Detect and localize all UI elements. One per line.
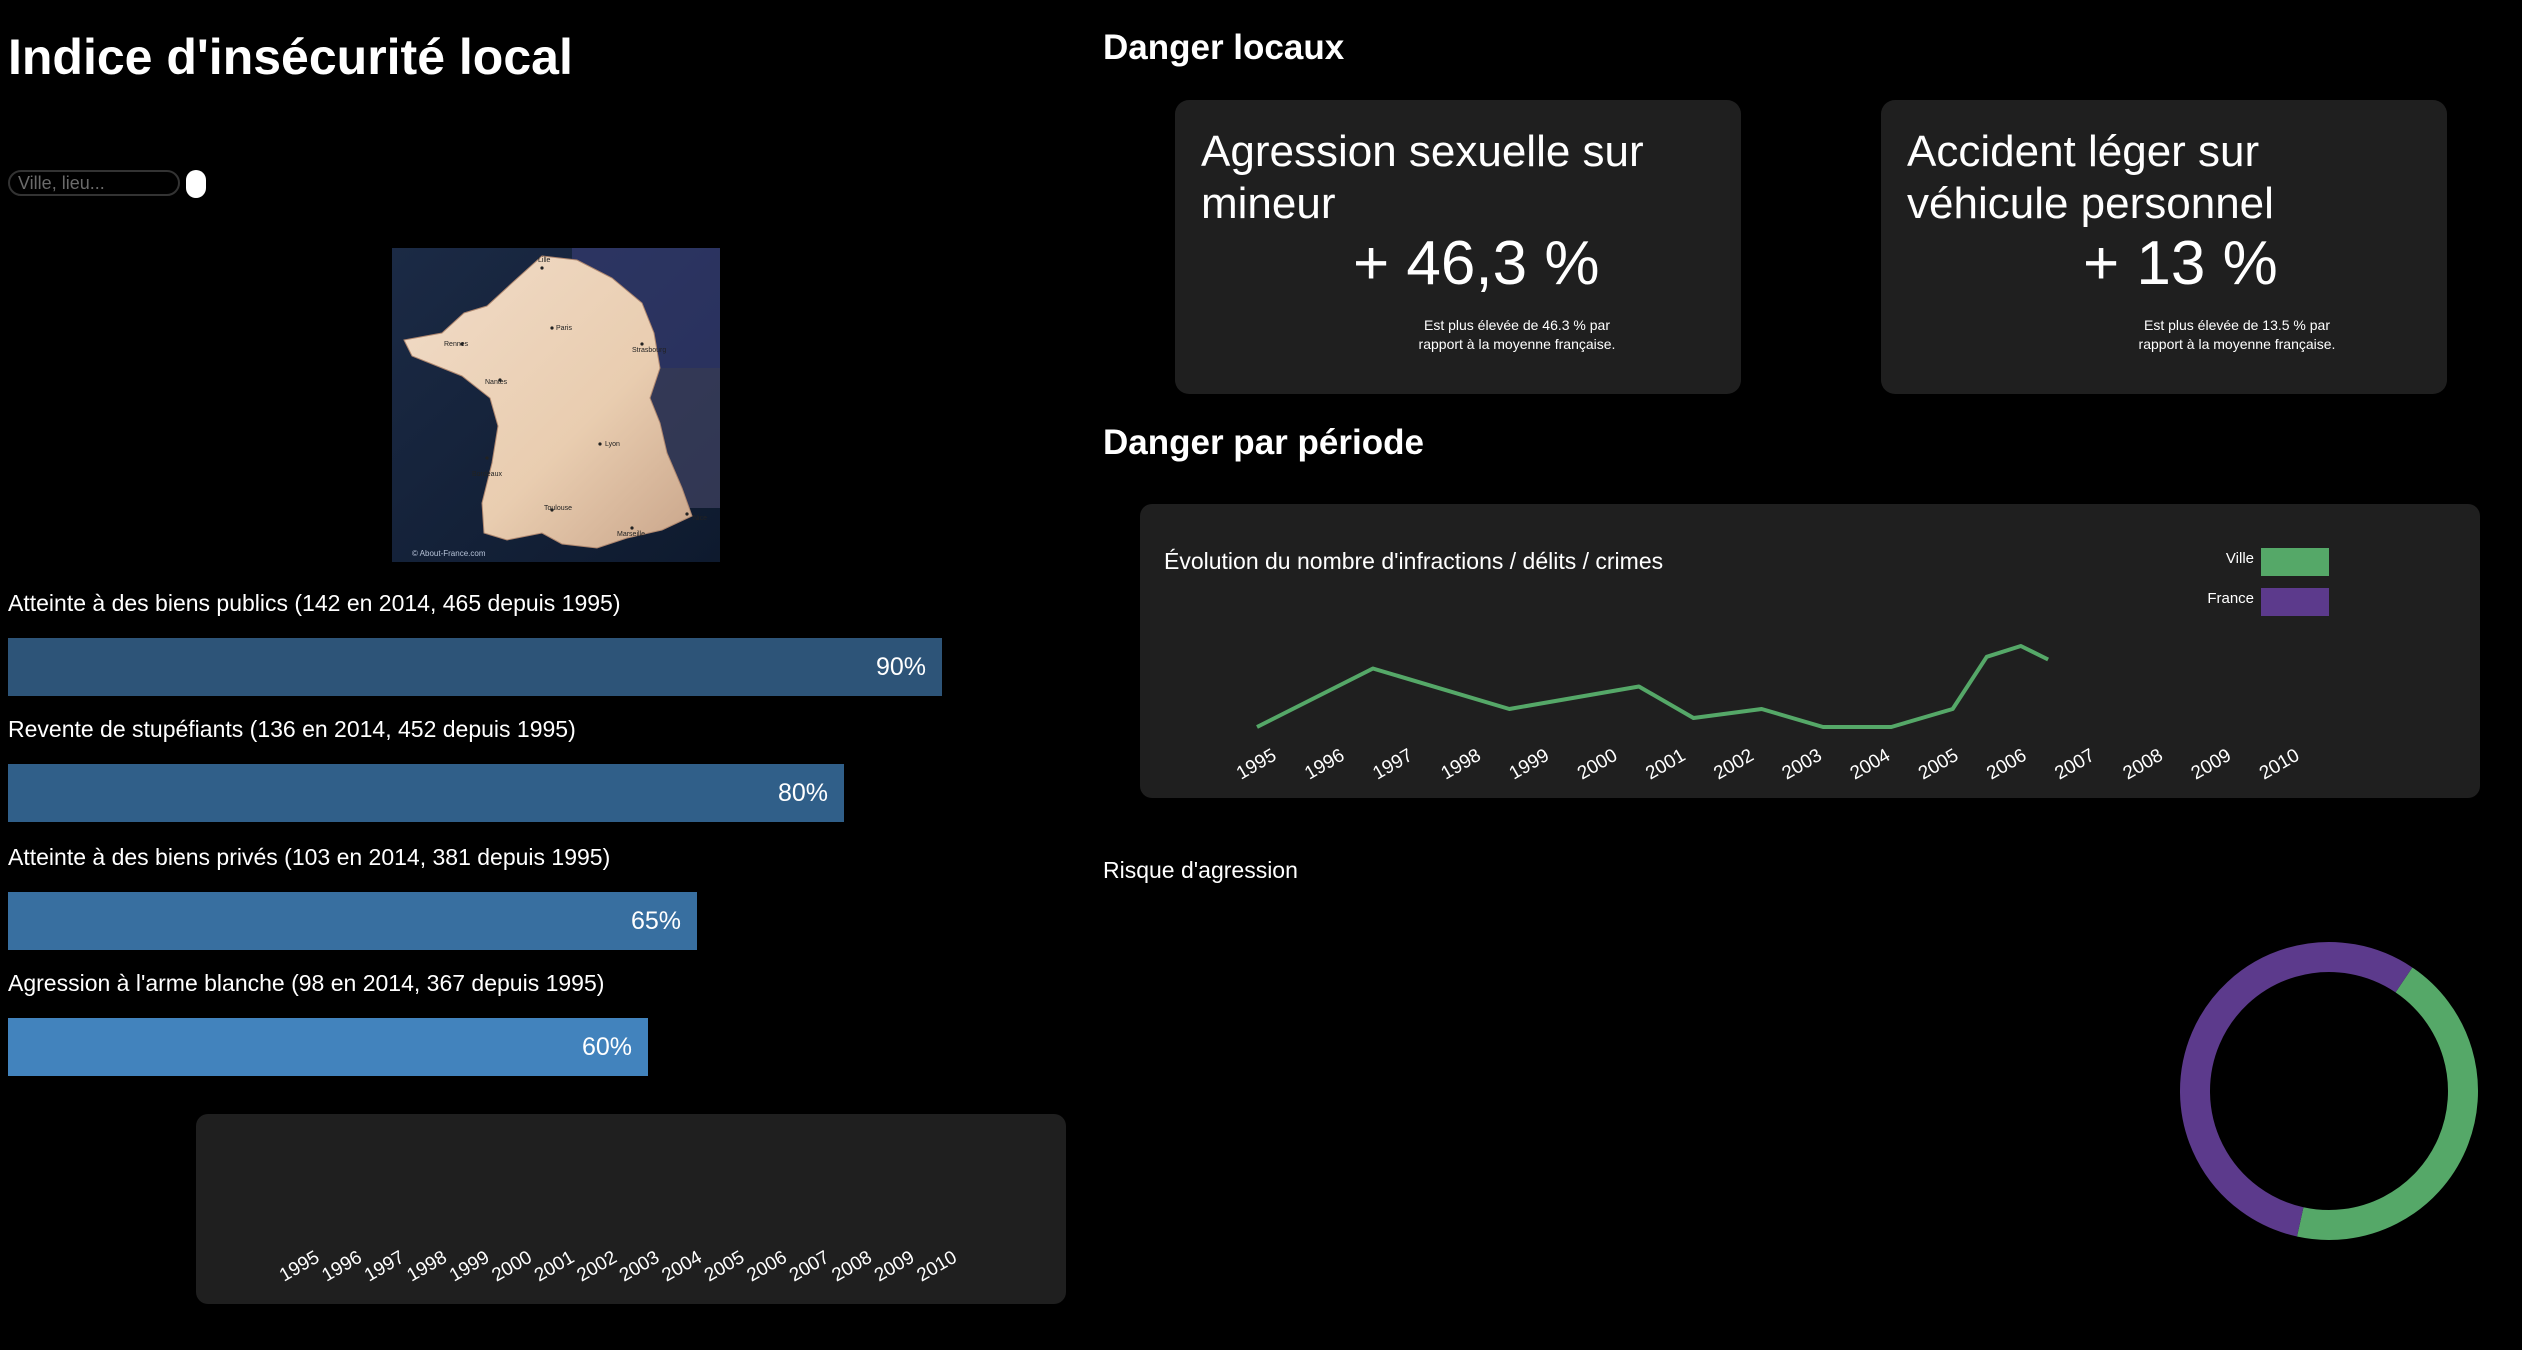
bottom-axis-year-label: 2004 — [659, 1247, 706, 1287]
bottom-axis-year-label: 2003 — [616, 1247, 663, 1286]
bottom-axis-year-label: 2008 — [829, 1247, 876, 1286]
svg-text:Paris: Paris — [556, 325, 572, 332]
legend-swatch-france — [2261, 588, 2329, 616]
line-chart-x-tick-label: 2009 — [2188, 745, 2235, 784]
line-chart-x-tick-label: 1999 — [1506, 745, 1553, 784]
line-chart-x-tick-label: 1995 — [1233, 745, 1280, 784]
line-chart-x-tick-label: 2007 — [2051, 745, 2098, 784]
bottom-axis-year-label: 1999 — [446, 1247, 493, 1286]
line-chart-x-tick-label: 2003 — [1779, 745, 1826, 784]
svg-text:Toulouse: Toulouse — [544, 505, 572, 512]
kpi-card-note: Est plus élevée de 13.5 % par rapport à … — [2138, 317, 2336, 352]
line-chart-x-tick-label: 2002 — [1710, 745, 1757, 784]
line-chart-x-tick-label: 2000 — [1574, 745, 1621, 784]
bottom-timeline-axis: 1995199619971998199920002001200220032004… — [276, 1247, 961, 1287]
line-chart-panel — [1140, 504, 2480, 798]
kpi-card-heading: Agression sexuelle sur mineur — [1201, 127, 1644, 228]
line-chart-title: Évolution du nombre d'infractions / déli… — [1164, 548, 1664, 574]
local-danger-title: Danger locaux — [1103, 28, 1345, 67]
crime-bar-label: Agression à l'arme blanche (98 en 2014, … — [8, 970, 605, 996]
kpi-card-vehicle-accident: Accident léger sur véhicule personnel + … — [1881, 100, 2447, 394]
search-button[interactable] — [186, 170, 206, 198]
line-chart-x-tick-label: 2004 — [1847, 745, 1894, 785]
bottom-axis-year-label: 2006 — [744, 1247, 791, 1286]
donut-slice-ville — [2297, 967, 2478, 1240]
svg-text:Bordeaux: Bordeaux — [472, 471, 502, 478]
legend-label-ville: Ville — [2225, 550, 2254, 567]
svg-text:Lyon: Lyon — [605, 441, 620, 448]
svg-text:Strasbourg: Strasbourg — [632, 347, 666, 354]
crime-bar-label: Atteinte à des biens publics (142 en 201… — [8, 590, 621, 616]
bottom-axis-year-label: 2005 — [701, 1247, 748, 1286]
france-shape — [403, 255, 693, 549]
crime-bar: 80% — [8, 764, 844, 822]
line-chart-x-tick-label: 2010 — [2256, 745, 2303, 784]
bottom-axis-year-label: 2002 — [574, 1247, 621, 1286]
risk-title: Risque d'agression — [1103, 857, 1298, 883]
bottom-axis-year-label: 2009 — [871, 1247, 918, 1286]
crime-bar: 90% — [8, 638, 942, 696]
kpi-card-note: Est plus élevée de 46.3 % par rapport à … — [1418, 317, 1616, 352]
bottom-axis-year-label: 2010 — [914, 1247, 961, 1286]
risk-donut-chart — [2180, 942, 2478, 1240]
crime-bar-percent: 80% — [777, 778, 828, 807]
bottom-axis-year-label: 1998 — [404, 1247, 451, 1286]
crime-bar: 60% — [8, 1018, 648, 1076]
crime-bar: 65% — [8, 892, 697, 950]
line-chart-x-tick-label: 2006 — [1983, 745, 2030, 784]
legend-swatch-ville — [2261, 548, 2329, 576]
line-chart-x-tick-label: 1998 — [1438, 745, 1485, 784]
line-chart-x-tick-label: 2001 — [1642, 745, 1689, 784]
line-chart: 1995 1996 1997 1998 1999 2000 2001 2002 2003 2004… — [1233, 644, 2303, 785]
crime-bar-percent: 65% — [630, 906, 681, 935]
svg-text:Nantes: Nantes — [485, 379, 508, 386]
page-title: Indice d'insécurité local — [8, 29, 573, 85]
line-chart-x-tick-label: 1997 — [1369, 745, 1416, 784]
map-watermark: © About-France.com — [412, 549, 486, 558]
bottom-axis-year-label: 1997 — [361, 1247, 408, 1286]
period-danger-title: Danger par période — [1103, 423, 1424, 462]
bottom-axis-year-label: 1996 — [319, 1247, 366, 1286]
crime-bar-percent: 60% — [581, 1032, 632, 1061]
france-map-image: Paris Strasbourg Rennes Bordeaux Lyon To… — [392, 248, 720, 562]
svg-text:Lille: Lille — [538, 257, 551, 264]
line-chart-x-tick-label: 2005 — [1915, 745, 1962, 784]
bottom-axis-year-label: 2000 — [489, 1247, 536, 1286]
line-series-ville — [1256, 644, 2050, 729]
bottom-axis-year-label: 2001 — [531, 1247, 578, 1286]
line-chart-x-tick-label: 2008 — [2120, 745, 2167, 784]
donut-slice-france — [2180, 942, 2413, 1237]
svg-text:Marseille: Marseille — [617, 531, 645, 538]
search-input[interactable] — [8, 170, 180, 196]
kpi-card-value: + 13 % — [2083, 229, 2278, 298]
crime-bar-label: Revente de stupéfiants (136 en 2014, 452… — [8, 716, 576, 742]
crime-bar-label: Atteinte à des biens privés (103 en 2014… — [8, 844, 611, 870]
legend-label-france: France — [2207, 590, 2254, 607]
svg-text:Rennes: Rennes — [444, 341, 469, 348]
bottom-timeline-panel: 1995 1996 1997 1998 1999 2000 2001 2002 2003 2004… — [196, 1114, 1066, 1304]
line-chart-x-tick-label: 1996 — [1301, 745, 1348, 784]
svg-text:Nice: Nice — [693, 515, 707, 522]
kpi-card-heading: Accident léger sur véhicule personnel — [1907, 127, 2274, 228]
kpi-card-value: + 46,3 % — [1353, 229, 1600, 298]
bottom-axis-year-label: 2007 — [786, 1247, 833, 1286]
kpi-card-sexual-assault: Agression sexuelle sur mineur + 46,3 % E… — [1175, 100, 1741, 394]
crime-bar-percent: 90% — [875, 652, 926, 681]
bottom-axis-year-label: 1995 — [276, 1247, 323, 1286]
